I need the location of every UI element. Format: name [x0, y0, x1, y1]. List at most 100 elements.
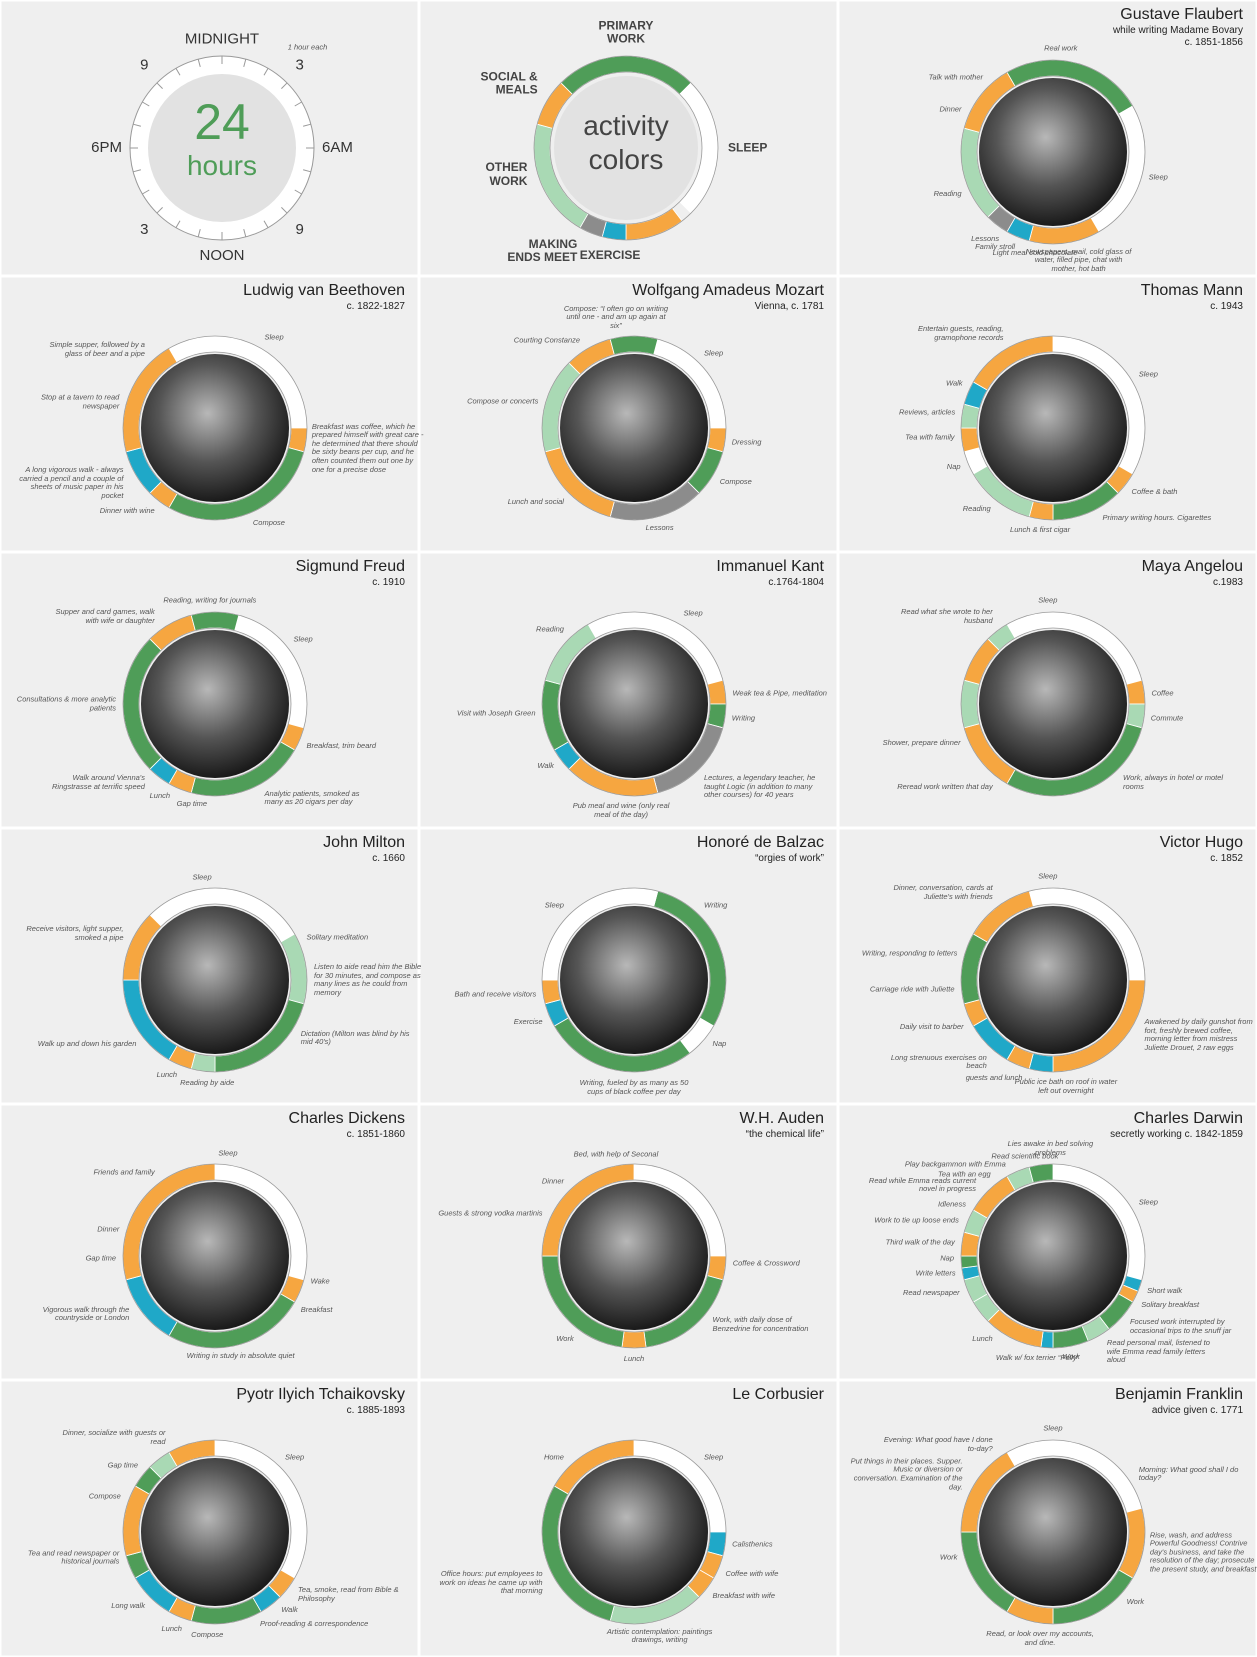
activity-label: Lunch & first cigar [984, 526, 1096, 535]
activity-label: Focused work interrupted by occasional t… [1130, 1318, 1242, 1335]
person-name: Victor Hugo [863, 834, 1243, 852]
activity-label: Dinner [452, 1177, 564, 1186]
activity-label: Work, always in hotel or motel rooms [1123, 774, 1235, 791]
activity-label: Walk [851, 379, 963, 388]
activity-label: Read newspaper [848, 1289, 960, 1298]
activity-label: Writing in study in absolute quiet [185, 1352, 297, 1361]
person-subtitle: c. 1660 [25, 853, 405, 864]
portrait [141, 1182, 289, 1330]
activity-label: Sleep [1139, 1198, 1251, 1207]
activity-label: Dictation (Milton was blind by his mid 4… [301, 1030, 413, 1047]
activity-label: guests and lunch [910, 1074, 1022, 1083]
activity-label: Office hours: put employees to work on i… [431, 1570, 543, 1596]
activity-label: Lunch and social [452, 498, 564, 507]
activity-label: Short walk [1147, 1287, 1257, 1296]
activity-label: Tea and read newspaper or historical jou… [7, 1549, 119, 1566]
clock-label: 6AM [322, 140, 412, 157]
person-name: Pyotr Ilyich Tchaikovsky [25, 1386, 405, 1404]
activity-label: Stop at a tavern to read newspaper [7, 394, 119, 411]
activity-label: Reading [879, 505, 991, 514]
activity-label: Sleep [704, 349, 816, 358]
activity-label: Gap time [136, 800, 248, 809]
activity-label: Lectures, a legendary teacher, he taught… [704, 774, 816, 800]
person-name: Ludwig van Beethoven [25, 282, 405, 300]
activity-label: Read personal mail, listened to wife Emm… [1107, 1339, 1219, 1365]
activity-label: Breakfast with wife [713, 1592, 825, 1601]
activity-label: Public ice bath on roof in water left ou… [1010, 1078, 1122, 1095]
clock-label: 3 [296, 58, 386, 75]
person-subtitle: c.1764-1804 [444, 577, 824, 588]
portrait [560, 1458, 708, 1606]
portrait [141, 1458, 289, 1606]
activity-label: Exercise [431, 1018, 543, 1027]
activity-label: Newspapers, mail, cold glass of water, f… [1023, 248, 1135, 274]
infographic: MIDNIGHT36AM9NOON36PM91 hour each24hours… [0, 0, 1257, 1657]
portrait [141, 354, 289, 502]
activity-label: Compose [151, 1631, 263, 1640]
legend-label: SOCIAL & MEALS [458, 71, 538, 97]
activity-label: Tea with family [843, 434, 955, 443]
activity-label: Receive visitors, light supper, smoked a… [12, 925, 124, 942]
clock-label: 9 [296, 222, 386, 239]
activity-label: Sleep [294, 635, 406, 644]
clock-note: 1 hour each [288, 44, 358, 53]
activity-label: Reread work written that day [881, 783, 993, 792]
legend-label: SLEEP [728, 141, 808, 154]
activity-label: Nap [842, 1254, 954, 1263]
activity-label: Work [1127, 1598, 1239, 1607]
activity-label: Writing, fueled by as many as 50 cups of… [578, 1079, 690, 1096]
activity-label: Dinner, socialize with guests or read [54, 1429, 166, 1446]
clock-label: NOON [177, 248, 267, 265]
person-subtitle: c. 1851-1860 [25, 1129, 405, 1140]
person-name: Charles Darwin [863, 1110, 1243, 1128]
person-name: Benjamin Franklin [863, 1386, 1243, 1404]
activity-label: Compose [9, 1493, 121, 1502]
activity-label: Work to tie up loose ends [847, 1217, 959, 1226]
activity-label: Compose [720, 478, 832, 487]
activity-label: Walk around Vienna's Ringstrasse at terr… [33, 774, 145, 791]
person-name: John Milton [25, 834, 405, 852]
activity-label: Awakened by daily gunshot from fort, fre… [1144, 1018, 1256, 1053]
person-subtitle: while writing Madame Bovary [863, 25, 1243, 36]
person-subtitle: c. 1910 [25, 577, 405, 588]
activity-label: Sleep [452, 901, 564, 910]
clock-label: 6PM [32, 140, 122, 157]
person-name: W.H. Auden [444, 1110, 824, 1128]
activity-label: Calisthenics [732, 1541, 844, 1550]
person-subtitle: c. 1852 [863, 853, 1243, 864]
activity-label: Third walk of the day [843, 1239, 955, 1248]
portrait [560, 354, 708, 502]
activity-label: Idleness [854, 1200, 966, 1209]
activity-label: Friends and family [43, 1169, 155, 1178]
activity-label: Writing [704, 901, 816, 910]
activity-label: Real work [1005, 45, 1117, 54]
person-subtitle: c. 1885-1893 [25, 1405, 405, 1416]
legend-label: MAKING ENDS MEET [497, 238, 577, 264]
legend-label: OTHER WORK [447, 161, 527, 187]
person-name: Charles Dickens [25, 1110, 405, 1128]
activity-label: Sleep [992, 597, 1104, 606]
legend-center: colors [546, 144, 706, 176]
activity-label: Courting Constanze [468, 336, 580, 345]
activity-label: Lunch [881, 1335, 993, 1344]
activity-label: Bed, with help of Seconal [560, 1150, 672, 1159]
activity-label: Reading, writing for journals [154, 597, 266, 606]
activity-label: Gap time [26, 1461, 138, 1470]
clock-unit: hours [142, 150, 302, 182]
activity-label: Compose: “I often go on writing until on… [560, 305, 672, 331]
activity-label: Carriage ride with Juliette [843, 986, 955, 995]
activity-label: Put things in their places. Supper. Musi… [851, 1457, 963, 1492]
activity-label: Proof-reading & correspondence [260, 1620, 372, 1629]
activity-label: Write letters [844, 1270, 956, 1279]
clock-label: 3 [58, 222, 148, 239]
activity-label: Primary writing hours. Cigarettes [1103, 514, 1215, 523]
activity-label: Reading by aide [151, 1079, 263, 1088]
portrait [560, 906, 708, 1054]
portrait [979, 630, 1127, 778]
activity-label: Dressing [732, 439, 844, 448]
activity-label: Coffee & bath [1132, 488, 1244, 497]
portrait [979, 906, 1127, 1054]
activity-label: Nap [713, 1040, 825, 1049]
activity-label: Solitary breakfast [1141, 1301, 1253, 1310]
activity-label: Dinner, conversation, cards at Juliette'… [881, 884, 993, 901]
